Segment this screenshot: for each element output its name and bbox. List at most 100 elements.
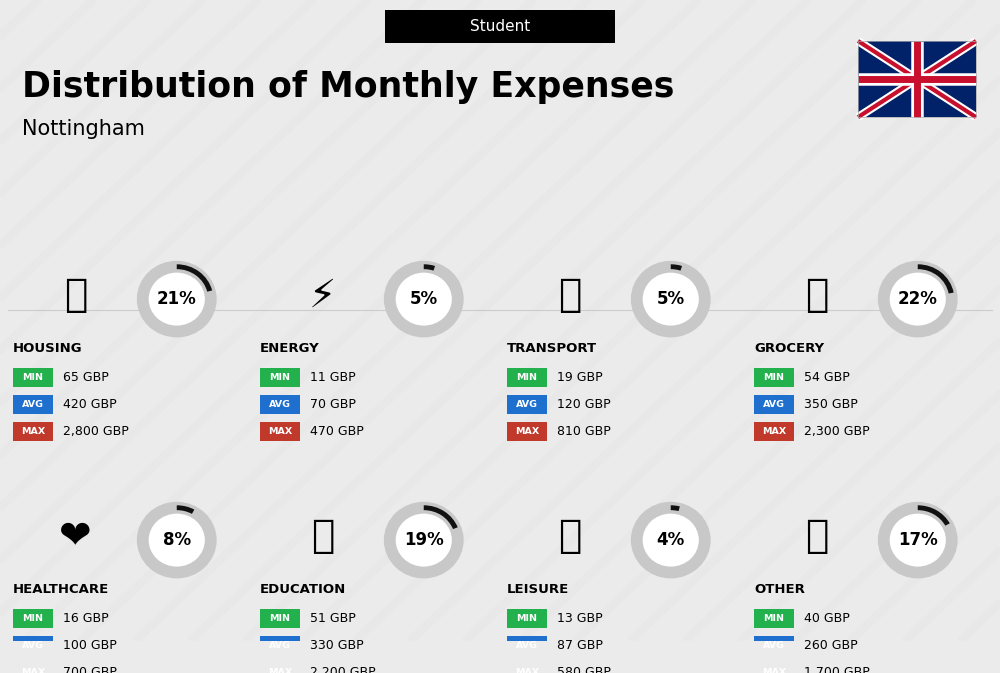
- Wedge shape: [918, 505, 950, 526]
- Bar: [260, 636, 300, 655]
- Text: HOUSING: HOUSING: [13, 342, 83, 355]
- Text: Distribution of Monthly Expenses: Distribution of Monthly Expenses: [22, 70, 674, 104]
- Text: MIN: MIN: [270, 614, 290, 623]
- Bar: [754, 663, 794, 673]
- Bar: [754, 422, 794, 441]
- Text: ⚡: ⚡: [309, 277, 336, 314]
- Text: 350 GBP: 350 GBP: [804, 398, 858, 411]
- Text: MIN: MIN: [516, 373, 538, 382]
- Bar: [507, 609, 547, 627]
- Bar: [858, 41, 976, 117]
- Bar: [260, 609, 300, 627]
- Text: Student: Student: [470, 19, 530, 34]
- Text: 19%: 19%: [404, 531, 444, 549]
- Bar: [507, 422, 547, 441]
- Wedge shape: [918, 264, 954, 293]
- Text: 120 GBP: 120 GBP: [557, 398, 611, 411]
- Text: 700 GBP: 700 GBP: [63, 666, 117, 673]
- Text: 💰: 💰: [805, 518, 828, 555]
- Bar: [13, 422, 53, 441]
- Text: GROCERY: GROCERY: [754, 342, 824, 355]
- Text: ❤: ❤: [59, 518, 92, 555]
- Text: 54 GBP: 54 GBP: [804, 371, 850, 384]
- Text: HEALTHCARE: HEALTHCARE: [13, 583, 109, 596]
- Bar: [13, 663, 53, 673]
- Text: AVG: AVG: [269, 641, 291, 650]
- Circle shape: [390, 507, 458, 573]
- Text: 2,300 GBP: 2,300 GBP: [804, 425, 870, 438]
- Text: 40 GBP: 40 GBP: [804, 612, 850, 625]
- Text: MAX: MAX: [21, 427, 45, 436]
- Text: MAX: MAX: [762, 427, 786, 436]
- Bar: [507, 663, 547, 673]
- Text: MIN: MIN: [270, 373, 290, 382]
- Text: OTHER: OTHER: [754, 583, 805, 596]
- Text: MAX: MAX: [268, 668, 292, 673]
- Text: 70 GBP: 70 GBP: [310, 398, 356, 411]
- Text: 5%: 5%: [410, 290, 438, 308]
- Wedge shape: [671, 264, 682, 271]
- Bar: [754, 368, 794, 386]
- Text: AVG: AVG: [516, 641, 538, 650]
- Text: 470 GBP: 470 GBP: [310, 425, 364, 438]
- Text: AVG: AVG: [763, 641, 785, 650]
- Text: 22%: 22%: [898, 290, 938, 308]
- Bar: [260, 368, 300, 386]
- Text: MAX: MAX: [762, 668, 786, 673]
- Text: 19 GBP: 19 GBP: [557, 371, 603, 384]
- Text: 580 GBP: 580 GBP: [557, 666, 611, 673]
- Circle shape: [143, 507, 211, 573]
- Bar: [13, 636, 53, 655]
- Text: 2,800 GBP: 2,800 GBP: [63, 425, 129, 438]
- Text: 21%: 21%: [157, 290, 197, 308]
- Bar: [13, 609, 53, 627]
- Text: MAX: MAX: [515, 668, 539, 673]
- Circle shape: [637, 507, 705, 573]
- Circle shape: [884, 507, 952, 573]
- Text: 87 GBP: 87 GBP: [557, 639, 603, 652]
- Bar: [754, 636, 794, 655]
- Text: 330 GBP: 330 GBP: [310, 639, 364, 652]
- Text: MAX: MAX: [515, 427, 539, 436]
- Text: AVG: AVG: [22, 400, 44, 409]
- Bar: [754, 395, 794, 414]
- Text: 100 GBP: 100 GBP: [63, 639, 117, 652]
- Text: 🛍: 🛍: [558, 518, 581, 555]
- Text: 2,200 GBP: 2,200 GBP: [310, 666, 376, 673]
- Bar: [385, 9, 615, 43]
- Text: 🎓: 🎓: [311, 518, 334, 555]
- Circle shape: [884, 267, 952, 332]
- Bar: [858, 41, 976, 117]
- Text: ENERGY: ENERGY: [260, 342, 320, 355]
- Text: 17%: 17%: [898, 531, 938, 549]
- Bar: [507, 395, 547, 414]
- Bar: [13, 368, 53, 386]
- Text: 🛒: 🛒: [805, 277, 828, 314]
- Text: MIN: MIN: [516, 614, 538, 623]
- Bar: [260, 395, 300, 414]
- Wedge shape: [424, 505, 458, 529]
- Text: 🚌: 🚌: [558, 277, 581, 314]
- Text: 260 GBP: 260 GBP: [804, 639, 858, 652]
- Text: MIN: MIN: [22, 373, 44, 382]
- Text: AVG: AVG: [516, 400, 538, 409]
- Bar: [260, 663, 300, 673]
- Bar: [507, 636, 547, 655]
- Text: MAX: MAX: [21, 668, 45, 673]
- Text: MAX: MAX: [268, 427, 292, 436]
- Text: AVG: AVG: [269, 400, 291, 409]
- Text: AVG: AVG: [22, 641, 44, 650]
- Circle shape: [637, 267, 705, 332]
- Text: 51 GBP: 51 GBP: [310, 612, 356, 625]
- Text: MIN: MIN: [764, 373, 784, 382]
- Wedge shape: [177, 264, 212, 291]
- Text: MIN: MIN: [764, 614, 784, 623]
- Bar: [13, 395, 53, 414]
- Text: 1,700 GBP: 1,700 GBP: [804, 666, 870, 673]
- Wedge shape: [177, 505, 194, 514]
- Wedge shape: [424, 264, 435, 271]
- Text: 🏢: 🏢: [64, 277, 87, 314]
- Text: 420 GBP: 420 GBP: [63, 398, 117, 411]
- Bar: [507, 368, 547, 386]
- Text: TRANSPORT: TRANSPORT: [507, 342, 597, 355]
